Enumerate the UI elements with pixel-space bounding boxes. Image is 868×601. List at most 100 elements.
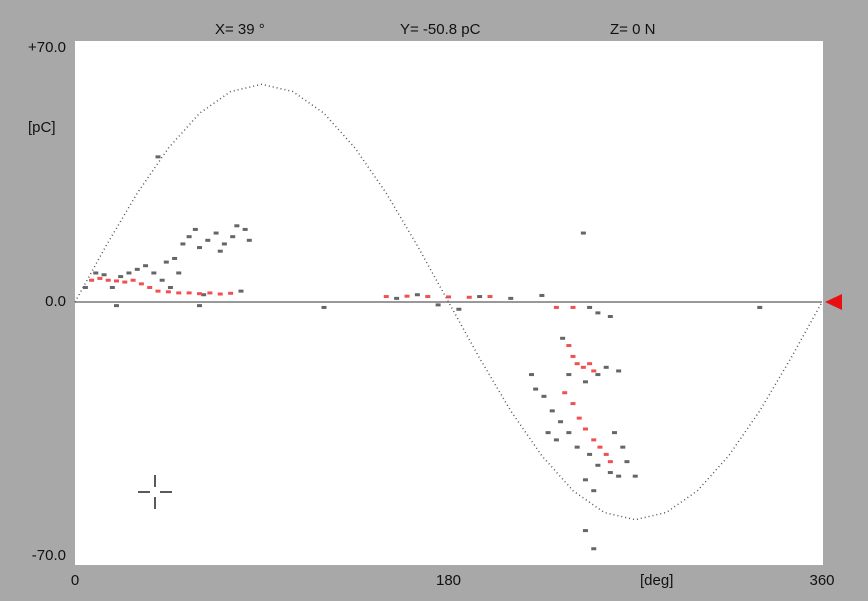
pd-pulse [163, 260, 169, 264]
y-readout: Y= -50.8 pC [400, 21, 481, 38]
pd-pulse [217, 292, 223, 296]
pd-pulse [620, 445, 626, 449]
pd-pulse [570, 305, 576, 309]
pd-pulse [591, 547, 597, 551]
pd-pulse [560, 336, 566, 340]
pd-pulse [172, 256, 178, 260]
y-tick-label: 0.0 [45, 293, 66, 310]
pd-pulse [201, 293, 207, 297]
cursor [138, 475, 172, 509]
pd-pulse [587, 362, 593, 366]
pd-pulse [487, 295, 493, 299]
pd-pulse [114, 279, 119, 283]
pd-pulse [126, 271, 132, 275]
pd-pulse [118, 275, 124, 279]
pd-pulse [757, 305, 763, 309]
pd-pulse [477, 295, 483, 299]
pd-pulse [435, 303, 441, 307]
pd-pulse [566, 431, 572, 435]
pd-pulse [186, 291, 192, 295]
pd-pulse [597, 445, 603, 449]
x-tick-label: 180 [436, 572, 461, 589]
pd-pulse [165, 290, 171, 294]
pd-pulse [616, 369, 622, 373]
pd-pulse [566, 344, 572, 348]
pd-pulse [576, 416, 582, 420]
pd-pulse [566, 373, 572, 377]
pd-pulse [114, 304, 119, 308]
z-readout: Z= 0 N [610, 21, 655, 38]
pd-pulse [616, 474, 622, 478]
pd-pulse [549, 409, 555, 413]
pd-pulse [221, 242, 227, 246]
pd-pulse [109, 285, 115, 289]
pd-pulse [238, 289, 244, 293]
pd-pulse [570, 354, 576, 358]
pd-pulse [456, 307, 462, 311]
pd-pulse [234, 224, 240, 228]
pd-pulse [213, 231, 219, 235]
pd-pulse [529, 373, 534, 377]
pd-pulse [130, 278, 136, 282]
pd-pulse [603, 365, 609, 369]
y-tick-label: +70.0 [28, 39, 66, 56]
pd-pulse [570, 402, 576, 406]
reference-sine [74, 83, 823, 521]
pd-pulse [595, 311, 601, 315]
pd-pulse [138, 282, 144, 286]
pd-pulse [159, 278, 165, 282]
pd-pulse [466, 295, 472, 299]
pd-pulse [587, 452, 593, 456]
pd-pulse [321, 305, 327, 309]
pd-pulse [186, 235, 192, 239]
pd-pulse [151, 271, 157, 275]
pd-pulse [591, 438, 597, 442]
x-tick-label: 360 [809, 572, 834, 589]
pd-pulse [582, 529, 588, 533]
pd-pulse [587, 305, 593, 309]
pd-pulse [603, 452, 609, 456]
pd-pulse [228, 291, 234, 295]
pd-pulse [176, 291, 182, 295]
pd-pulse [167, 285, 173, 289]
pd-pulse [425, 295, 431, 299]
pd-pulse [105, 278, 111, 282]
pd-pulse [93, 271, 99, 275]
pd-pulse [562, 391, 568, 395]
x-tick-label: 0 [71, 572, 79, 589]
pd-pulse [533, 387, 539, 391]
pd-pulse [217, 249, 223, 253]
pd-pulse [545, 431, 551, 435]
pd-pulse [624, 460, 630, 464]
pd-pulse [591, 489, 597, 493]
pd-pulse [446, 295, 451, 299]
pd-pulse [607, 315, 613, 319]
pd-pulse [82, 285, 88, 289]
pd-pulse [582, 380, 588, 384]
pd-pulse [553, 438, 559, 442]
pd-pulse [394, 296, 400, 300]
pd-pulse [591, 369, 597, 373]
pd-pulse [541, 394, 547, 398]
y-axis-label: [pC] [28, 119, 56, 136]
pd-pulse [230, 235, 236, 239]
pd-pulse [242, 227, 248, 231]
pd-pulse [383, 295, 389, 299]
pd-pulse [205, 238, 211, 242]
pd-pulse [192, 227, 198, 231]
pd-pulse [582, 478, 588, 482]
pd-pulse [134, 267, 140, 271]
y-tick-label: -70.0 [32, 547, 66, 564]
pd-pulse [180, 242, 186, 246]
pd-pulse [508, 296, 514, 300]
pd-pulse [207, 291, 213, 295]
pd-pulse [582, 427, 588, 431]
pd-pulse [197, 304, 202, 308]
pd-pulse [246, 238, 252, 242]
pd-pulse [632, 474, 638, 478]
pd-pulse [574, 445, 580, 449]
pd-pulse [143, 264, 149, 268]
pd-pulse [97, 276, 103, 280]
pd-pulse [553, 305, 559, 309]
pd-pulse [197, 292, 202, 296]
